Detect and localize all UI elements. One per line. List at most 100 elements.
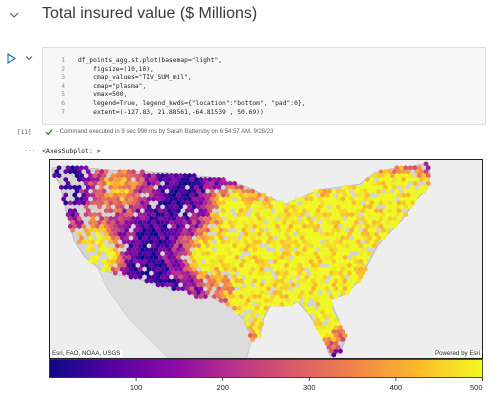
- hex-bin: [347, 184, 352, 190]
- hex-bin: [257, 270, 262, 276]
- hex-bin: [290, 274, 296, 280]
- hex-bin: [317, 321, 323, 327]
- hex-bin: [266, 223, 271, 229]
- hex-bin: [122, 239, 127, 245]
- hex-bin: [239, 184, 244, 190]
- hex-bin: [306, 278, 312, 284]
- hex-bin: [279, 262, 285, 268]
- hex-bin: [117, 208, 123, 214]
- hex-bin: [306, 247, 312, 253]
- hex-bin: [142, 180, 147, 186]
- hex-bin: [286, 204, 291, 210]
- hex-bin: [119, 196, 125, 202]
- hex-bin: [248, 231, 253, 237]
- hex-bin: [304, 251, 309, 257]
- hex-bin: [281, 219, 287, 225]
- hex-bin: [302, 247, 307, 253]
- hex-bin: [214, 219, 219, 225]
- code-line: 6 legend=True, legend_kwds={"location":"…: [43, 100, 483, 108]
- hex-bin: [149, 231, 154, 237]
- hex-bin: [257, 192, 262, 198]
- hex-bin: [331, 290, 336, 296]
- hex-bin: [322, 290, 327, 296]
- hex-bin: [390, 219, 395, 225]
- hex-bin: [160, 227, 165, 233]
- hex-bin: [115, 188, 120, 194]
- hex-bin: [340, 219, 345, 225]
- chevron-down-icon[interactable]: [8, 9, 20, 21]
- hex-bin: [189, 262, 195, 268]
- hex-bin: [160, 219, 165, 225]
- chevron-down-icon[interactable]: [24, 53, 34, 63]
- hex-bin: [194, 278, 199, 284]
- hex-bin: [342, 208, 348, 214]
- hex-bin: [266, 278, 271, 284]
- hex-bin: [293, 215, 298, 222]
- hex-bin: [293, 293, 298, 300]
- hex-bin: [88, 219, 93, 225]
- hex-bin: [277, 290, 282, 296]
- hex-bin: [363, 243, 368, 249]
- hex-bin: [290, 251, 296, 257]
- hex-bin: [320, 192, 325, 198]
- run-cell-icon[interactable]: [6, 53, 17, 64]
- hex-bin: [293, 223, 298, 229]
- hex-bin: [180, 262, 186, 268]
- code-text: cmap="plasma",: [78, 82, 147, 90]
- hex-bin: [239, 247, 244, 253]
- hex-bin: [122, 262, 127, 268]
- output-more-icon[interactable]: ···: [25, 146, 36, 155]
- hex-bin: [358, 258, 363, 264]
- hex-bin: [133, 196, 138, 202]
- hex-bin: [358, 274, 363, 280]
- hex-bin: [290, 290, 296, 296]
- hex-bin: [381, 173, 386, 179]
- hex-bin: [331, 212, 336, 218]
- hex-bin: [187, 219, 192, 225]
- hex-bin: [329, 317, 334, 323]
- colorbar-tick-label: 500: [470, 383, 483, 392]
- hex-bin: [124, 258, 129, 264]
- hex-bin: [209, 274, 215, 280]
- hex-bin: [119, 266, 125, 272]
- hex-bin: [338, 348, 343, 354]
- hex-bin: [302, 278, 307, 284]
- hex-bin: [284, 215, 289, 222]
- hex-bin: [137, 219, 143, 225]
- hex-bin: [236, 196, 242, 202]
- hex-bin: [198, 200, 204, 206]
- hex-bin: [243, 231, 249, 237]
- hex-bin: [254, 219, 260, 225]
- hex-bin: [189, 208, 195, 214]
- hex-bin: [392, 176, 397, 183]
- hex-bin: [254, 235, 260, 241]
- hex-bin: [137, 212, 143, 218]
- hex-bin: [266, 286, 271, 292]
- hex-bin: [81, 192, 86, 198]
- hex-bin: [259, 266, 264, 272]
- hex-bin: [131, 239, 136, 245]
- hex-bin: [70, 165, 75, 171]
- hex-bin: [281, 204, 287, 210]
- hex-bin: [198, 208, 204, 214]
- hex-bin: [133, 173, 138, 179]
- hex-bin: [144, 176, 150, 183]
- hex-bin: [293, 286, 298, 292]
- hex-bin: [223, 219, 228, 225]
- hex-bin: [243, 247, 249, 253]
- hex-bin: [259, 282, 264, 288]
- code-cell[interactable]: 1 df_points_agg.st.plot(basemap="light", 2…: [42, 47, 486, 125]
- hex-bin: [119, 180, 125, 186]
- hex-bin: [313, 219, 318, 225]
- hex-bin: [306, 293, 312, 300]
- hex-bin: [336, 204, 341, 210]
- hex-bin: [329, 325, 334, 331]
- hex-bin: [405, 169, 411, 175]
- hex-bin: [176, 278, 181, 284]
- hex-bin: [363, 180, 368, 186]
- hex-bin: [342, 184, 348, 190]
- hex-bin: [320, 208, 325, 214]
- hex-bin: [227, 212, 233, 218]
- hex-bin: [203, 176, 208, 183]
- hex-bin: [320, 231, 325, 237]
